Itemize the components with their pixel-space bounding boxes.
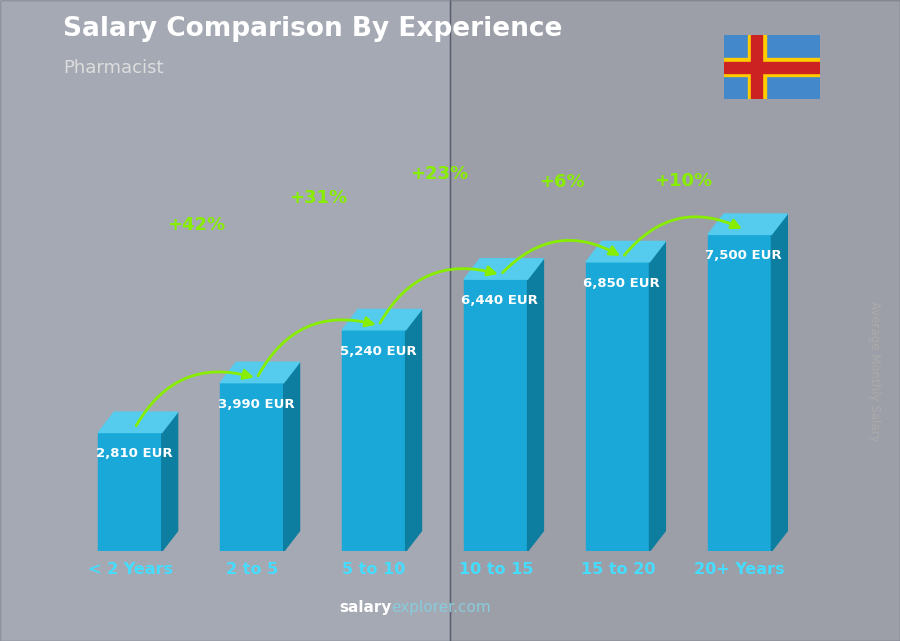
Bar <box>0 0 450 641</box>
Bar <box>724 62 820 73</box>
Text: +23%: +23% <box>410 165 469 183</box>
Polygon shape <box>406 310 421 551</box>
Text: Pharmacist: Pharmacist <box>63 59 164 77</box>
Text: +42%: +42% <box>166 216 225 234</box>
Text: 5,240 EUR: 5,240 EUR <box>339 345 416 358</box>
Text: Salary Comparison By Experience: Salary Comparison By Experience <box>63 15 562 42</box>
Bar <box>724 58 820 76</box>
Polygon shape <box>464 259 544 279</box>
Text: 2,810 EUR: 2,810 EUR <box>95 447 172 460</box>
Bar <box>748 35 766 99</box>
Polygon shape <box>771 214 788 551</box>
Text: salary: salary <box>339 601 392 615</box>
Bar <box>450 0 900 641</box>
Text: +6%: +6% <box>539 173 584 191</box>
Text: 3,990 EUR: 3,990 EUR <box>218 397 294 411</box>
Polygon shape <box>220 362 300 383</box>
Text: 7,500 EUR: 7,500 EUR <box>706 249 782 262</box>
Polygon shape <box>162 412 177 551</box>
Polygon shape <box>98 412 177 433</box>
Text: +10%: +10% <box>654 172 713 190</box>
Bar <box>98 433 162 551</box>
Text: 6,850 EUR: 6,850 EUR <box>583 277 660 290</box>
Polygon shape <box>342 310 421 330</box>
Bar <box>586 262 650 551</box>
Polygon shape <box>284 362 300 551</box>
Text: +31%: +31% <box>289 189 347 207</box>
Text: Average Monthly Salary: Average Monthly Salary <box>868 301 881 442</box>
Polygon shape <box>650 242 665 551</box>
Bar <box>751 35 762 99</box>
Bar <box>464 279 527 551</box>
Polygon shape <box>708 214 788 235</box>
Bar <box>342 330 406 551</box>
Text: 6,440 EUR: 6,440 EUR <box>462 294 538 307</box>
Bar <box>708 235 771 551</box>
Polygon shape <box>586 242 665 262</box>
Polygon shape <box>527 259 544 551</box>
Bar <box>220 383 284 551</box>
Text: explorer.com: explorer.com <box>392 601 491 615</box>
